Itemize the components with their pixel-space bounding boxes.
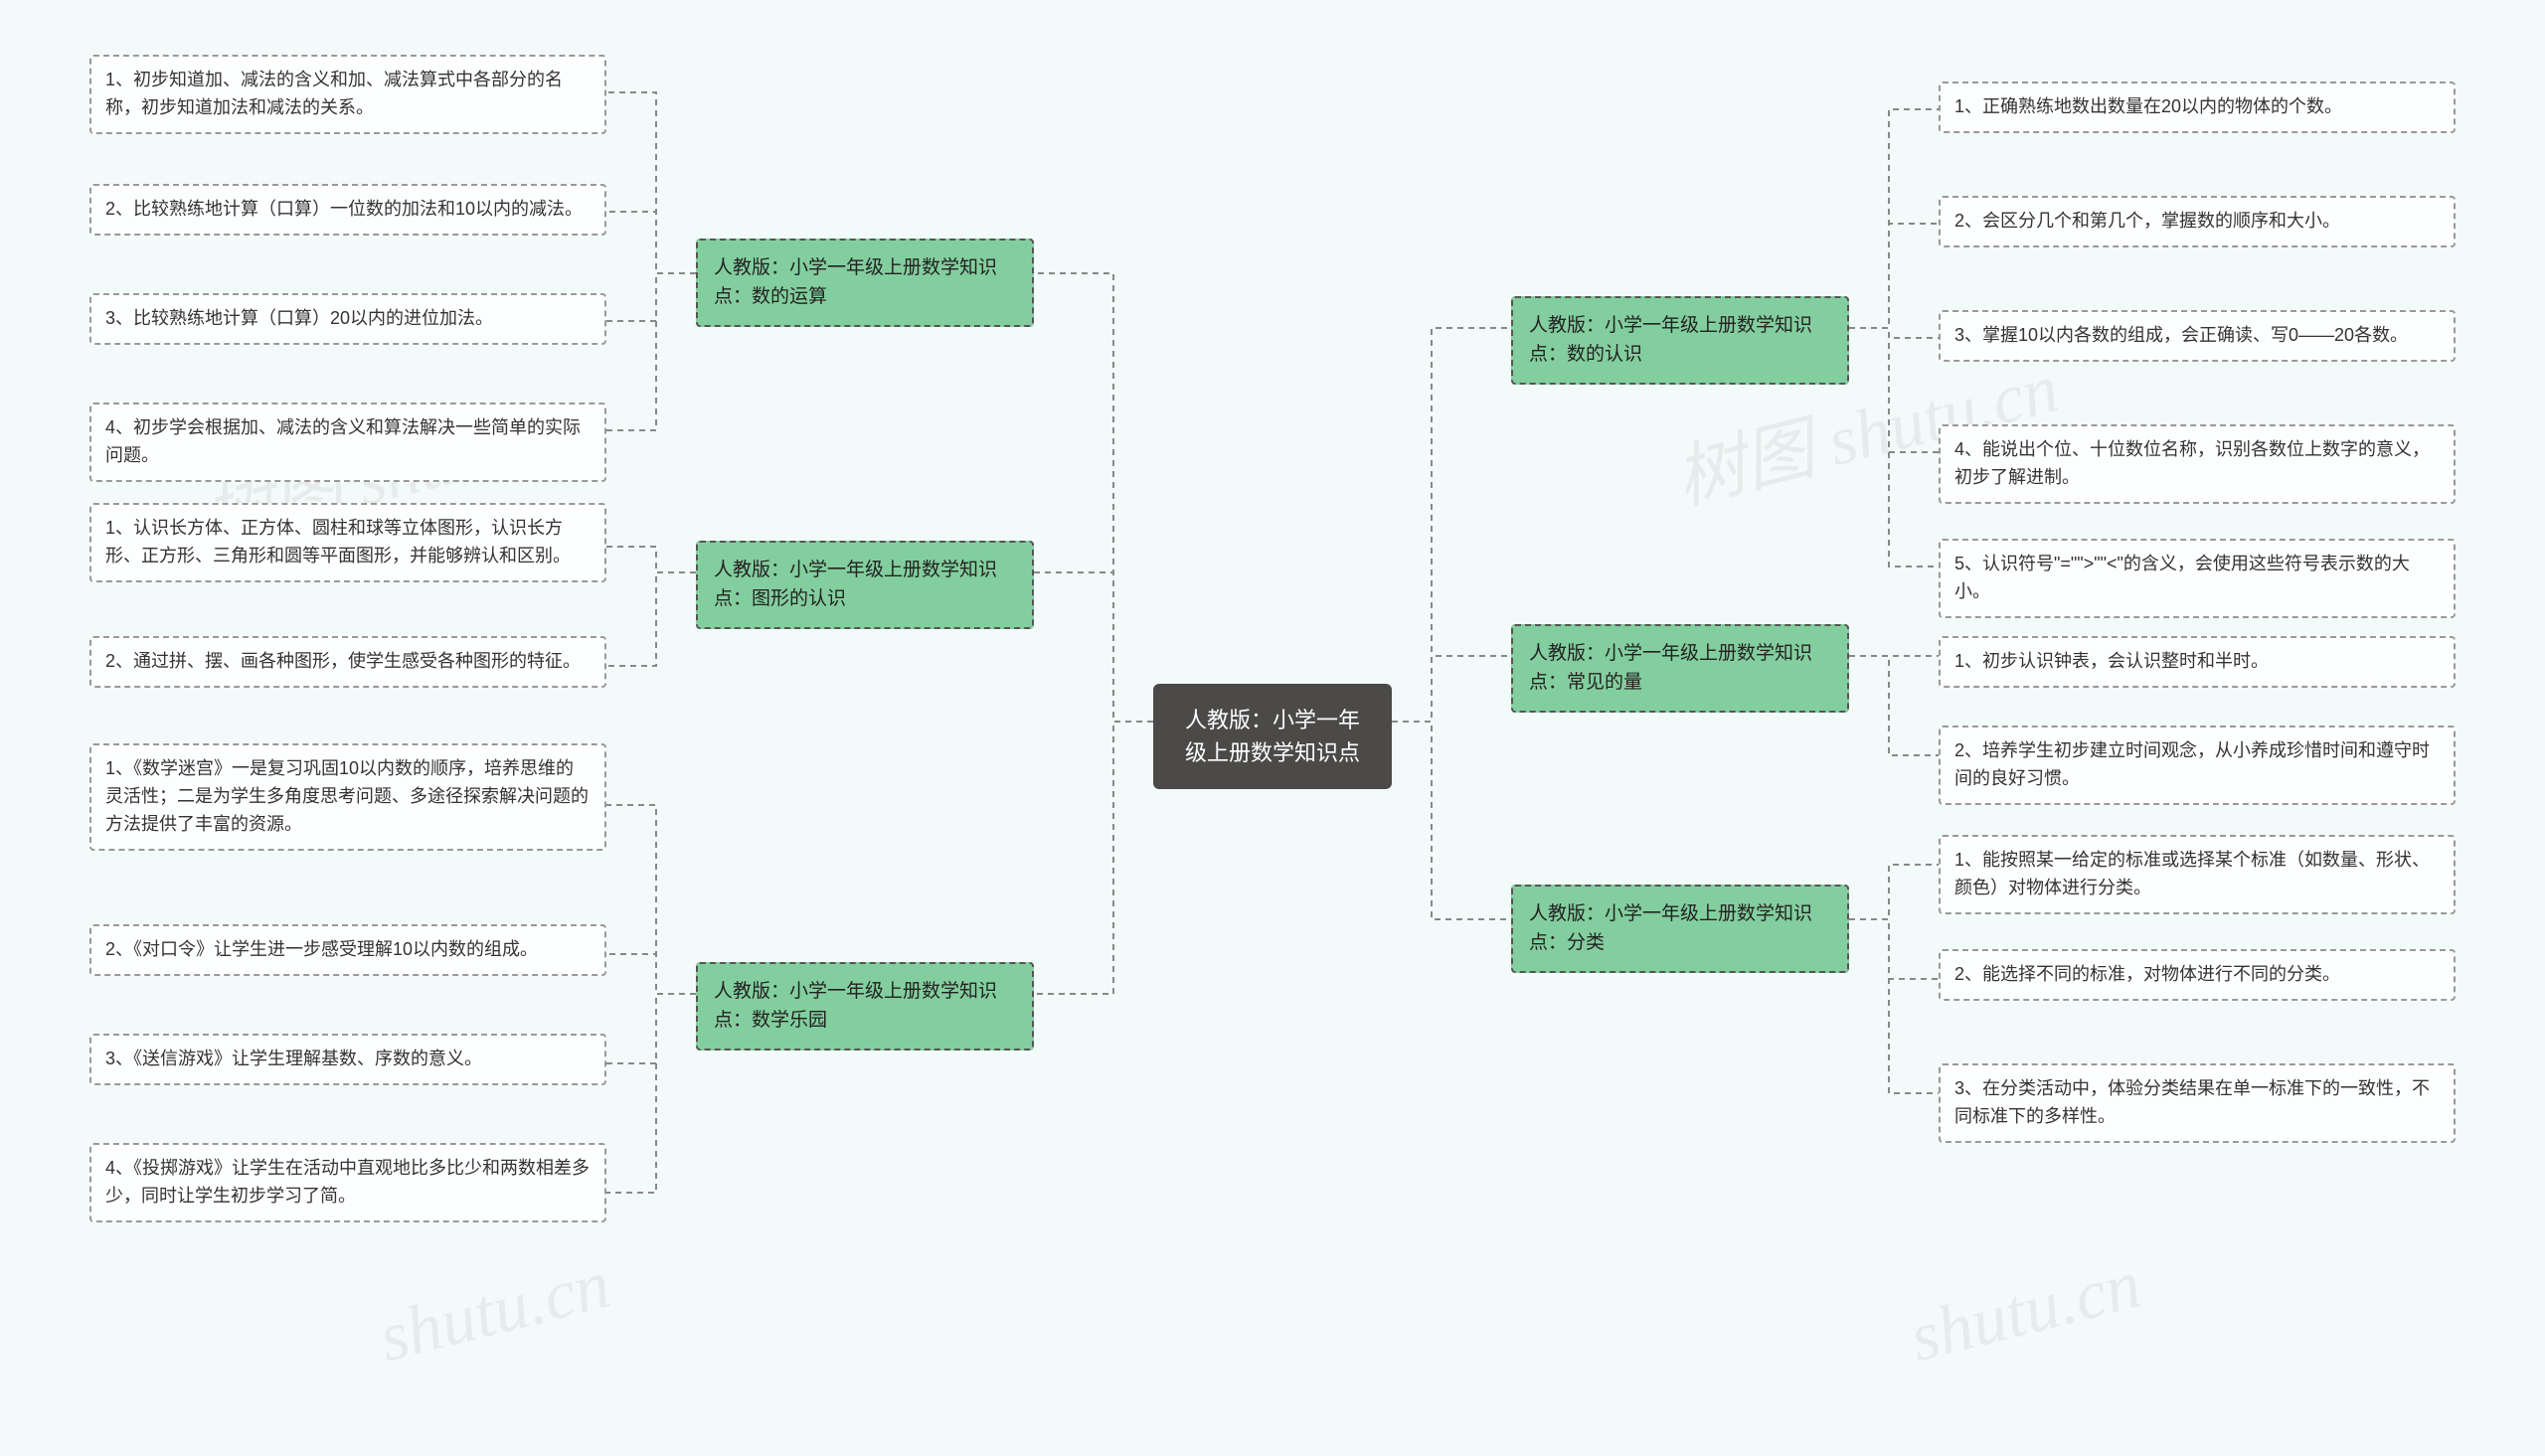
leaf-node: 2、比较熟练地计算（口算）一位数的加法和10以内的减法。 [89,184,606,236]
watermark: shutu.cn [372,1245,618,1379]
branch-classify: 人教版：小学一年级上册数学知识点：分类 [1511,885,1849,973]
branch-operations: 人教版：小学一年级上册数学知识点：数的运算 [696,239,1034,327]
leaf-node: 3、在分类活动中，体验分类结果在单一标准下的一致性，不同标准下的多样性。 [1939,1063,2456,1143]
branch-numbers: 人教版：小学一年级上册数学知识点：数的认识 [1511,296,1849,385]
leaf-node: 2、通过拼、摆、画各种图形，使学生感受各种图形的特征。 [89,636,606,688]
leaf-node: 1、初步认识钟表，会认识整时和半时。 [1939,636,2456,688]
branch-mathpark: 人教版：小学一年级上册数学知识点：数学乐园 [696,962,1034,1051]
leaf-node: 2、能选择不同的标准，对物体进行不同的分类。 [1939,949,2456,1001]
leaf-node: 5、认识符号"="">""<"的含义，会使用这些符号表示数的大小。 [1939,539,2456,618]
leaf-node: 1、能按照某一给定的标准或选择某个标准（如数量、形状、颜色）对物体进行分类。 [1939,835,2456,914]
leaf-node: 3、掌握10以内各数的组成，会正确读、写0——20各数。 [1939,310,2456,362]
leaf-node: 4、能说出个位、十位数位名称，识别各数位上数字的意义，初步了解进制。 [1939,424,2456,504]
leaf-node: 3、比较熟练地计算（口算）20以内的进位加法。 [89,293,606,345]
leaf-node: 1、初步知道加、减法的含义和加、减法算式中各部分的名称，初步知道加法和减法的关系… [89,55,606,134]
watermark: shutu.cn [1903,1245,2149,1379]
root-node: 人教版：小学一年级上册数学知识点 [1153,684,1392,789]
leaf-node: 3、《送信游戏》让学生理解基数、序数的意义。 [89,1034,606,1085]
leaf-node: 1、《数学迷宫》一是复习巩固10以内数的顺序，培养思维的灵活性；二是为学生多角度… [89,743,606,851]
leaf-node: 1、认识长方体、正方体、圆柱和球等立体图形，认识长方形、正方形、三角形和圆等平面… [89,503,606,582]
leaf-node: 2、会区分几个和第几个，掌握数的顺序和大小。 [1939,196,2456,247]
branch-shapes: 人教版：小学一年级上册数学知识点：图形的认识 [696,541,1034,629]
leaf-node: 2、培养学生初步建立时间观念，从小养成珍惜时间和遵守时间的良好习惯。 [1939,726,2456,805]
leaf-node: 4、《投掷游戏》让学生在活动中直观地比多比少和两数相差多少，同时让学生初步学习了… [89,1143,606,1222]
branch-quantities: 人教版：小学一年级上册数学知识点：常见的量 [1511,624,1849,713]
leaf-node: 4、初步学会根据加、减法的含义和算法解决一些简单的实际问题。 [89,403,606,482]
leaf-node: 2、《对口令》让学生进一步感受理解10以内数的组成。 [89,924,606,976]
leaf-node: 1、正确熟练地数出数量在20以内的物体的个数。 [1939,81,2456,133]
